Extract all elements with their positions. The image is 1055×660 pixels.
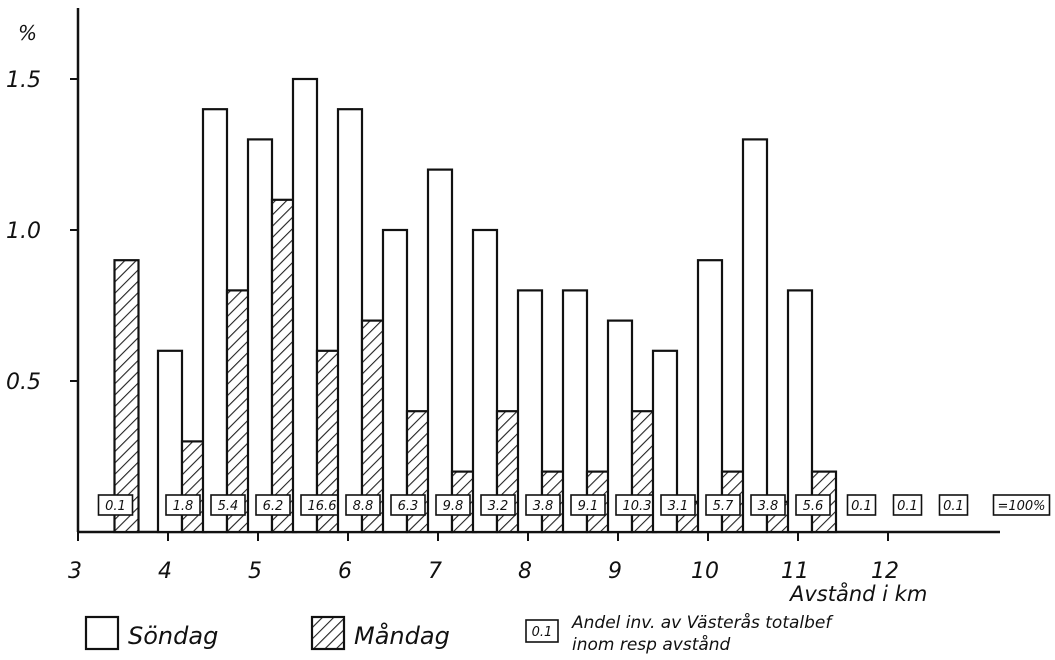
- share-label: 3.2: [488, 499, 509, 514]
- share-box: [390, 494, 426, 516]
- x-tick-label: 9: [608, 559, 622, 584]
- share-label: 9.8: [443, 499, 464, 514]
- legend-swatch-mandag: [310, 615, 346, 651]
- y-tick-label: 1.0: [6, 219, 41, 244]
- bar-sondag: [246, 138, 274, 534]
- x-tick-label: 10: [691, 559, 719, 584]
- share-box: [97, 494, 134, 516]
- share-label: 10.3: [623, 499, 652, 514]
- share-label: 6.3: [398, 499, 419, 514]
- share-box: [705, 494, 741, 516]
- share-label: 5.4: [218, 499, 239, 514]
- share-label: 6.2: [263, 499, 284, 514]
- share-box: [570, 494, 606, 516]
- bar-sondag: [741, 138, 769, 534]
- share-box: [846, 494, 877, 516]
- bar-sondag: [561, 289, 589, 534]
- bar-sondag: [291, 77, 319, 534]
- share-box: [165, 494, 201, 516]
- share-box: [435, 494, 471, 516]
- share-label: 0.1: [105, 499, 126, 514]
- share-label: 16.6: [308, 499, 337, 514]
- legend: Söndag Måndag 0.1 Andel inv. av Västerås to…: [84, 612, 834, 655]
- bar-sondag: [786, 289, 814, 534]
- share-box: [750, 494, 786, 516]
- share-label: 3.8: [758, 499, 779, 514]
- bar-sondag: [336, 108, 364, 534]
- y-axis-label: %: [18, 21, 37, 45]
- x-tick-label: 6: [338, 559, 352, 584]
- share-box: [892, 494, 923, 516]
- share-box: [345, 494, 381, 516]
- x-tick-label: 5: [248, 559, 262, 584]
- share-label: 5.6: [803, 499, 824, 514]
- share-label: 1.8: [173, 499, 194, 514]
- share-box: [660, 494, 696, 516]
- share-box: [210, 494, 246, 516]
- share-label: 9.1: [578, 499, 599, 514]
- x-tick-label: 12: [871, 559, 899, 584]
- legend-swatch-sondag: [84, 615, 120, 651]
- share-box: [938, 494, 969, 516]
- x-tick-label: 3: [68, 559, 82, 584]
- share-box: [795, 494, 831, 516]
- share-label: 0.1: [897, 499, 918, 514]
- plot-area: 0.5 1.0 1.5 3 4 5 6 7 8 9 10 11 12 0.1 1.8 5.4 6.2 16.6 8.…: [6, 8, 1051, 584]
- legend-swatch-share: [525, 619, 559, 643]
- share-label: 3.1: [668, 499, 689, 514]
- legend-share-box-label: 0.1: [532, 625, 553, 640]
- x-tick-label: 11: [781, 559, 809, 584]
- share-label: 3.8: [533, 499, 554, 514]
- bar-sondag: [426, 168, 454, 534]
- x-tick-label: 4: [158, 559, 172, 584]
- legend-share-desc-line1: Andel inv. av Västerås totalbef: [571, 612, 834, 633]
- share-label: 0.1: [851, 499, 872, 514]
- bar-sondag: [381, 228, 409, 534]
- bar-sondag: [471, 228, 499, 534]
- share-label: 5.7: [713, 499, 734, 514]
- legend-share-desc-line2: inom resp avstånd: [572, 634, 731, 655]
- legend-label-mandag: Måndag: [354, 621, 450, 650]
- bar-sondag: [201, 108, 229, 534]
- total-label: =100%: [997, 499, 1045, 514]
- bar-sondag: [696, 259, 724, 534]
- share-box: [480, 494, 516, 516]
- y-tick-label: 0.5: [6, 370, 41, 395]
- share-box: [255, 494, 291, 516]
- share-label: 0.1: [943, 499, 964, 514]
- total-box: [992, 494, 1051, 516]
- share-box: [525, 494, 561, 516]
- legend-label-sondag: Söndag: [128, 622, 218, 650]
- y-tick-label: 1.5: [6, 68, 41, 93]
- bar-sondag: [516, 289, 544, 534]
- x-tick-label: 8: [518, 559, 532, 584]
- x-axis-label: Avstånd i km: [788, 581, 927, 606]
- share-label: 8.8: [353, 499, 374, 514]
- x-tick-label: 7: [428, 559, 442, 584]
- bar-mandag: [113, 259, 140, 534]
